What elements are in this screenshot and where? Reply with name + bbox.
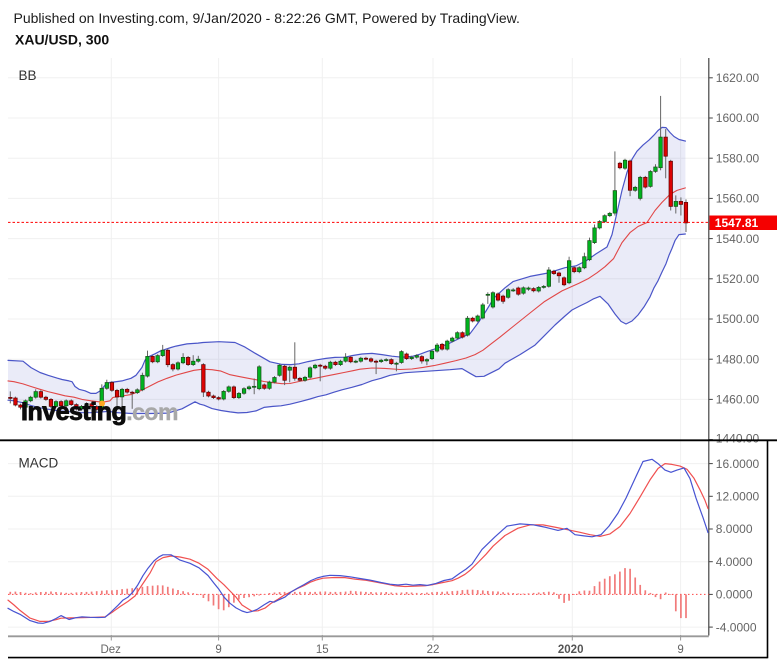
svg-text:1460.00: 1460.00 bbox=[716, 393, 760, 407]
svg-text:1600.00: 1600.00 bbox=[716, 111, 760, 125]
svg-text:15: 15 bbox=[316, 644, 329, 656]
svg-text:XAU/USD, 300: XAU/USD, 300 bbox=[15, 32, 109, 48]
svg-text:BB: BB bbox=[19, 68, 37, 83]
svg-text:1620.00: 1620.00 bbox=[716, 71, 760, 85]
svg-text:1547.81: 1547.81 bbox=[715, 216, 759, 230]
svg-text:1440.00: 1440.00 bbox=[716, 432, 760, 446]
svg-text:Investing.com: Investing.com bbox=[21, 398, 178, 426]
svg-text:1560.00: 1560.00 bbox=[716, 192, 760, 206]
svg-text:Dez: Dez bbox=[100, 644, 121, 656]
svg-text:1480.00: 1480.00 bbox=[716, 352, 760, 366]
svg-text:9: 9 bbox=[215, 644, 221, 656]
svg-text:12.0000: 12.0000 bbox=[716, 490, 760, 504]
svg-text:8.0000: 8.0000 bbox=[716, 522, 753, 536]
svg-text:16.0000: 16.0000 bbox=[716, 457, 760, 471]
svg-text:Published on Investing.com, 9/: Published on Investing.com, 9/Jan/2020 -… bbox=[14, 10, 520, 26]
svg-text:2020: 2020 bbox=[558, 644, 584, 656]
svg-text:1540.00: 1540.00 bbox=[716, 232, 760, 246]
svg-text:MACD: MACD bbox=[19, 456, 59, 471]
svg-text:-4.0000: -4.0000 bbox=[716, 620, 757, 634]
svg-text:4.0000: 4.0000 bbox=[716, 555, 753, 569]
svg-text:1520.00: 1520.00 bbox=[716, 272, 760, 286]
svg-text:0.0000: 0.0000 bbox=[716, 588, 753, 602]
svg-text:1580.00: 1580.00 bbox=[716, 151, 760, 165]
svg-text:1500.00: 1500.00 bbox=[716, 312, 760, 326]
svg-text:9: 9 bbox=[677, 644, 683, 656]
svg-text:22: 22 bbox=[427, 644, 440, 656]
